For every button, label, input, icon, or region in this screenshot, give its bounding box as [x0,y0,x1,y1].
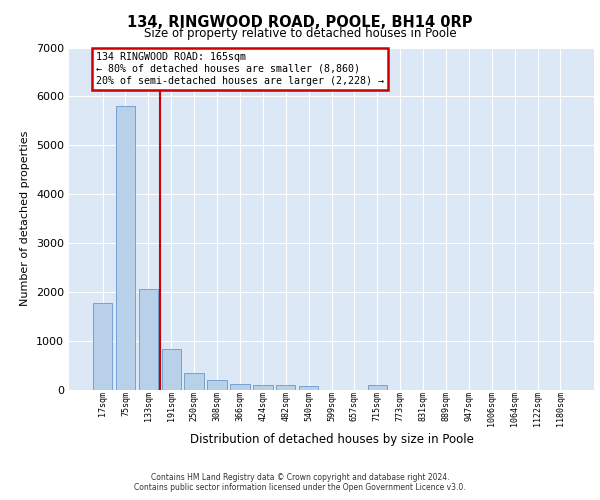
Bar [299,386,319,390]
Bar [139,289,158,390]
Bar [276,386,295,390]
Bar [208,380,227,390]
Bar [93,303,112,390]
Text: Size of property relative to detached houses in Poole: Size of property relative to detached ho… [143,28,457,40]
Bar [116,106,135,390]
Bar [184,373,204,390]
Bar [161,350,181,390]
Y-axis label: Number of detached properties: Number of detached properties [20,131,31,306]
Text: Contains HM Land Registry data © Crown copyright and database right 2024.
Contai: Contains HM Land Registry data © Crown c… [134,473,466,492]
Bar [368,385,387,390]
X-axis label: Distribution of detached houses by size in Poole: Distribution of detached houses by size … [190,434,473,446]
Bar [253,384,272,390]
Text: 134, RINGWOOD ROAD, POOLE, BH14 0RP: 134, RINGWOOD ROAD, POOLE, BH14 0RP [127,15,473,30]
Bar [230,384,250,390]
Text: 134 RINGWOOD ROAD: 165sqm
← 80% of detached houses are smaller (8,860)
20% of se: 134 RINGWOOD ROAD: 165sqm ← 80% of detac… [96,52,384,86]
